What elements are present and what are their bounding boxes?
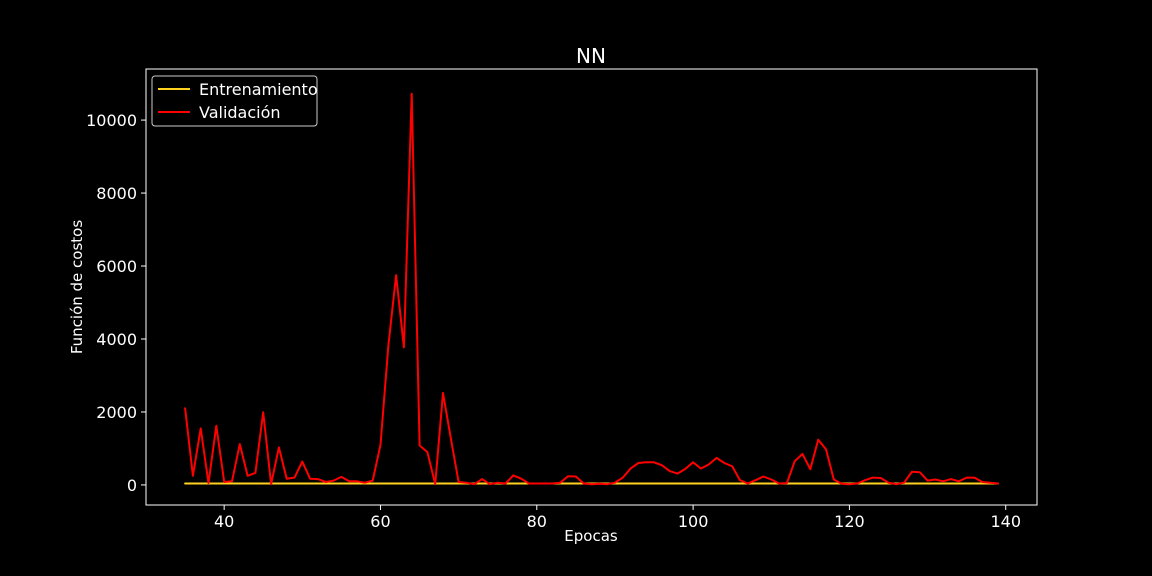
- x-tick-label: 120: [834, 512, 865, 531]
- x-tick-label: 140: [990, 512, 1021, 531]
- y-axis-label: Función de costos: [68, 220, 86, 355]
- legend: Entrenamiento Validación: [151, 75, 318, 127]
- x-tick-label: 100: [678, 512, 709, 531]
- y-tick-label: 0: [127, 476, 137, 495]
- x-tick-label: 80: [527, 512, 547, 531]
- x-tick-label: 60: [370, 512, 390, 531]
- series-layer: [184, 92, 999, 486]
- plot-background: [146, 69, 1037, 505]
- y-tick-label: 6000: [96, 257, 137, 276]
- y-axis: 0 2000 4000 6000 8000 10000: [86, 111, 146, 495]
- chart-title: NN: [576, 44, 606, 68]
- y-tick-label: 2000: [96, 403, 137, 422]
- y-tick-label: 10000: [86, 111, 137, 130]
- y-tick-label: 8000: [96, 184, 137, 203]
- y-tick-label: 4000: [96, 330, 137, 349]
- x-axis-label: Epocas: [564, 527, 618, 545]
- legend-label-entrenamiento: Entrenamiento: [199, 80, 318, 99]
- plot-frame: [145, 68, 1038, 506]
- legend-label-validacion: Validación: [199, 103, 281, 122]
- x-tick-label: 40: [214, 512, 234, 531]
- legend-box: [151, 75, 318, 127]
- x-axis: 40 60 80 100 120 140: [214, 505, 1021, 531]
- series-line-1: [184, 92, 999, 486]
